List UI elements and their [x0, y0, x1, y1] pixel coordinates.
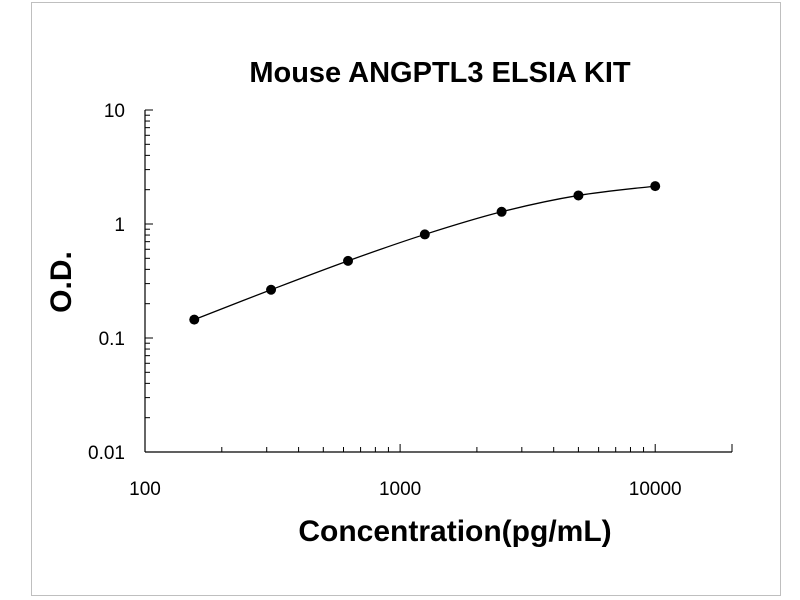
data-point [266, 284, 277, 295]
y-tick-label: 0.01 [88, 443, 125, 464]
y-tick-label: 1 [114, 215, 125, 236]
axes [144, 110, 732, 453]
data-point [650, 181, 661, 192]
x-tick-label: 100 [129, 479, 161, 500]
y-tick-label: 0.1 [99, 329, 125, 350]
y-axis-title: O.D. [45, 251, 78, 313]
ticks [144, 109, 733, 453]
fit-curve-layer [194, 185, 656, 321]
fit-curve [194, 185, 656, 321]
data-point [189, 314, 200, 325]
y-tick-label: 10 [104, 101, 125, 122]
data-point [496, 206, 507, 217]
data-points [189, 181, 661, 325]
data-point [573, 190, 584, 201]
data-point [419, 229, 430, 240]
x-axis-title: Concentration(pg/mL) [298, 515, 611, 548]
data-point [343, 255, 354, 266]
x-tick-label: 1000 [379, 479, 421, 500]
x-tick-label: 10000 [629, 479, 682, 500]
chart-frame [31, 2, 781, 596]
chart-title: Mouse ANGPTL3 ELSIA KIT [249, 57, 631, 89]
